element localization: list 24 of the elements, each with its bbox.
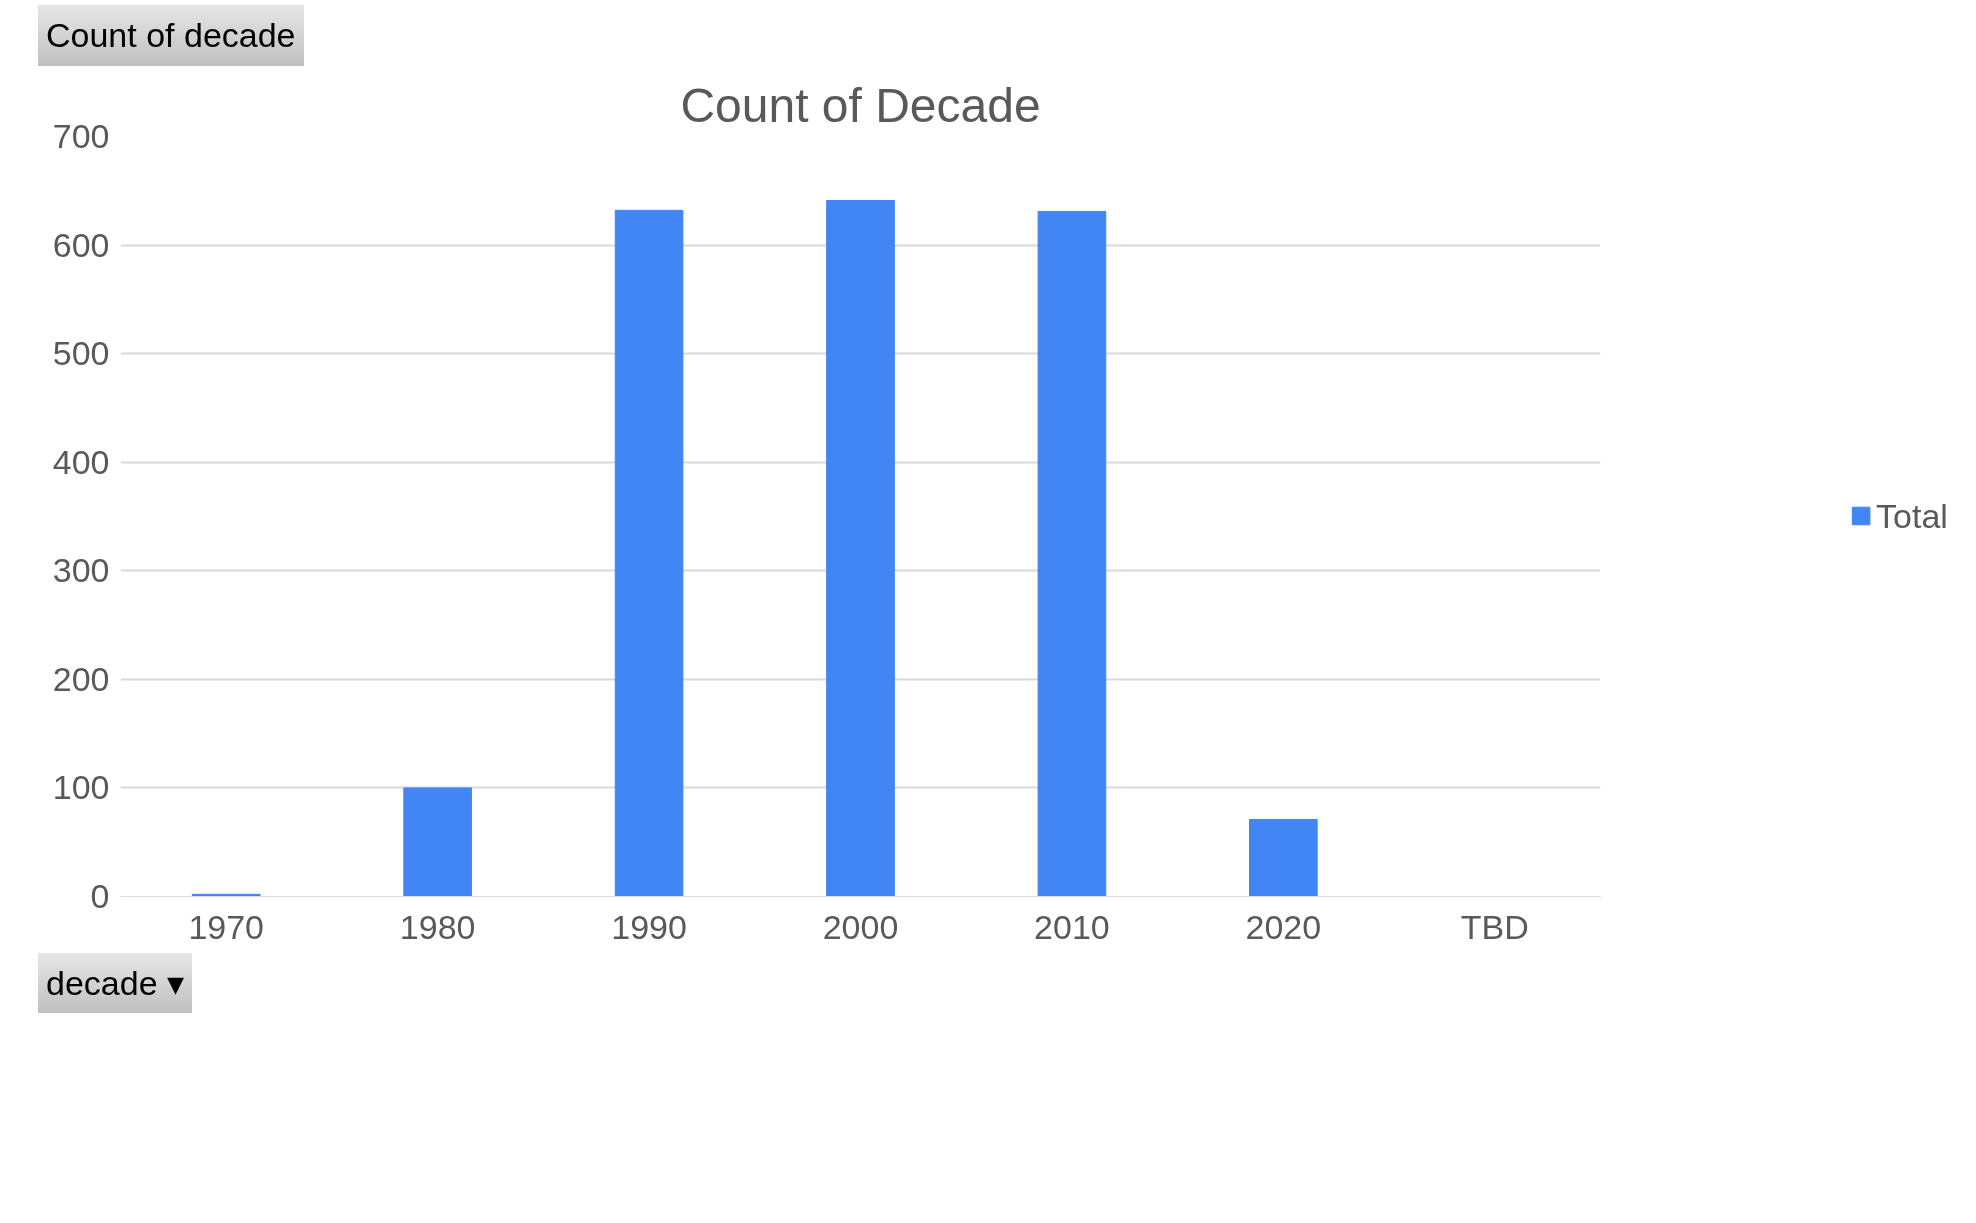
- x-tick-label: 1970: [188, 907, 265, 946]
- chart-title: Count of Decade: [680, 78, 1041, 132]
- bar: [826, 199, 895, 897]
- x-tick-label: 1990: [611, 907, 687, 946]
- legend-label: Total: [1876, 496, 1948, 536]
- x-tick-label: TBD: [1460, 907, 1529, 946]
- x-tick-label: 2020: [1245, 907, 1322, 946]
- x-tick-label: 2010: [1034, 907, 1110, 946]
- y-tick-label: 200: [52, 659, 110, 698]
- text: Count of decade: [46, 15, 296, 56]
- y-tick-label: 400: [52, 442, 110, 481]
- y-tick-label: 600: [52, 225, 110, 264]
- x-tick-label: 1980: [399, 907, 476, 946]
- bar: [403, 786, 472, 897]
- text: decade ▾: [46, 962, 184, 1004]
- bar: [614, 209, 684, 897]
- bar: [1037, 210, 1107, 897]
- bar: [1249, 818, 1318, 897]
- y-tick-label: 300: [52, 550, 110, 589]
- y-tick-label: 100: [52, 767, 110, 806]
- y-tick-label: 0: [90, 876, 110, 915]
- y-tick-label: 500: [52, 333, 110, 372]
- y-tick-label: 700: [52, 116, 110, 155]
- x-tick-label: 2000: [822, 907, 899, 946]
